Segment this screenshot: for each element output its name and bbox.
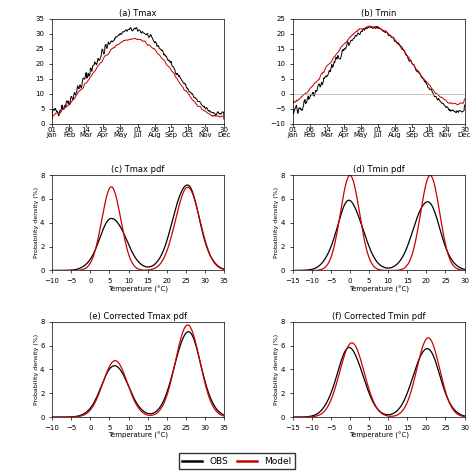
Title: (e) Corrected Tmax pdf: (e) Corrected Tmax pdf	[89, 312, 187, 321]
Y-axis label: Probability density (%): Probability density (%)	[34, 334, 38, 405]
Title: (d) Tmin pdf: (d) Tmin pdf	[353, 165, 404, 174]
X-axis label: Temperature (°C): Temperature (°C)	[348, 432, 409, 439]
X-axis label: Temperature (°C): Temperature (°C)	[108, 285, 168, 293]
Title: (f) Corrected Tmin pdf: (f) Corrected Tmin pdf	[332, 312, 425, 321]
Title: (b) Tmin: (b) Tmin	[361, 9, 396, 18]
X-axis label: Temperature (°C): Temperature (°C)	[348, 285, 409, 293]
Title: (c) Tmax pdf: (c) Tmax pdf	[111, 165, 165, 174]
Legend: OBS, Model: OBS, Model	[179, 453, 295, 469]
Title: (a) Tmax: (a) Tmax	[119, 9, 157, 18]
Y-axis label: Probability density (%): Probability density (%)	[274, 187, 279, 258]
Y-axis label: Probability density (%): Probability density (%)	[274, 334, 279, 405]
Y-axis label: Probability density (%): Probability density (%)	[34, 187, 38, 258]
X-axis label: Temperature (°C): Temperature (°C)	[108, 432, 168, 439]
